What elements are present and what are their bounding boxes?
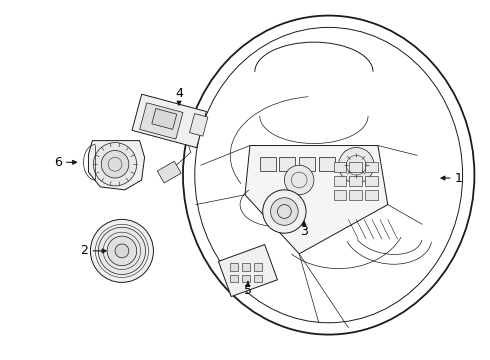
Ellipse shape: [107, 236, 137, 266]
Polygon shape: [349, 190, 362, 200]
Polygon shape: [260, 157, 275, 171]
Polygon shape: [242, 275, 250, 282]
Polygon shape: [279, 157, 295, 171]
Ellipse shape: [263, 190, 306, 233]
Ellipse shape: [284, 165, 314, 195]
Polygon shape: [190, 113, 208, 136]
Polygon shape: [334, 190, 346, 200]
Ellipse shape: [101, 150, 129, 178]
Text: 2: 2: [80, 244, 89, 257]
Polygon shape: [349, 176, 362, 186]
Text: 6: 6: [54, 156, 62, 169]
Polygon shape: [157, 161, 181, 183]
Polygon shape: [89, 141, 145, 190]
Ellipse shape: [270, 198, 298, 225]
Polygon shape: [245, 145, 388, 254]
Ellipse shape: [94, 143, 137, 186]
Text: 1: 1: [455, 171, 463, 185]
Polygon shape: [132, 94, 206, 148]
Text: 3: 3: [300, 225, 308, 238]
Polygon shape: [349, 162, 362, 172]
Ellipse shape: [115, 244, 129, 258]
Polygon shape: [365, 176, 378, 186]
Polygon shape: [254, 275, 262, 282]
Ellipse shape: [91, 219, 153, 282]
Polygon shape: [140, 103, 183, 139]
Polygon shape: [299, 157, 315, 171]
Polygon shape: [152, 109, 177, 129]
Polygon shape: [230, 263, 238, 271]
Text: 4: 4: [175, 87, 183, 100]
Polygon shape: [254, 263, 262, 271]
Polygon shape: [219, 244, 277, 297]
Polygon shape: [365, 162, 378, 172]
Polygon shape: [365, 190, 378, 200]
Polygon shape: [319, 157, 335, 171]
Polygon shape: [334, 162, 346, 172]
Ellipse shape: [339, 148, 374, 183]
Polygon shape: [334, 176, 346, 186]
Polygon shape: [230, 275, 238, 282]
Text: 5: 5: [244, 284, 252, 297]
Polygon shape: [242, 263, 250, 271]
Ellipse shape: [98, 227, 146, 275]
